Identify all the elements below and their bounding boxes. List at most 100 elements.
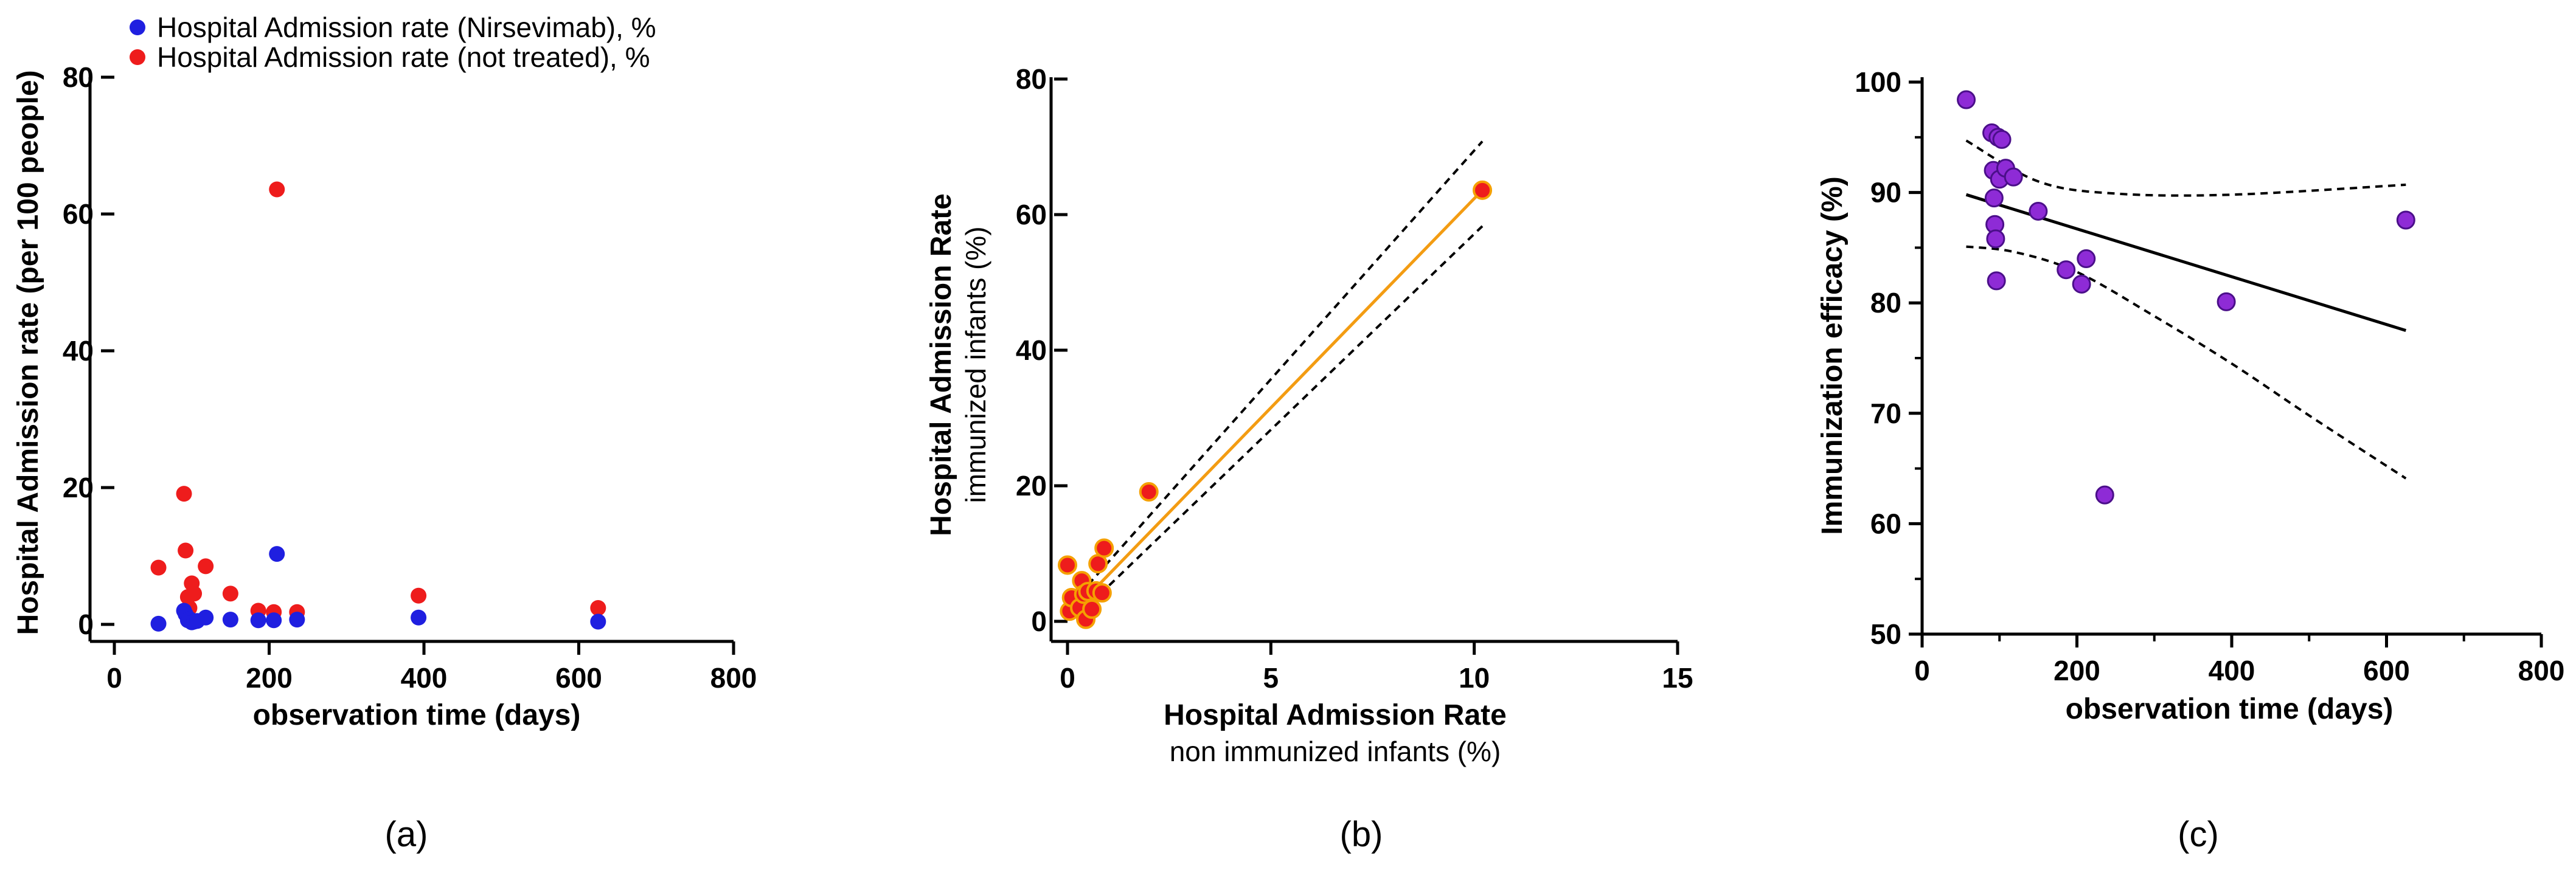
panel-a: Hospital Admission rate (Nirsevimab), % …	[12, 12, 757, 854]
x-tick-label: 400	[2209, 655, 2255, 686]
point-b	[1082, 599, 1102, 619]
point-c	[2095, 485, 2114, 505]
regression-lines-c	[1965, 139, 2407, 480]
y-tick-label: 40	[63, 335, 94, 367]
y-tick-label: 60	[1016, 199, 1047, 230]
ci-upper-c	[1965, 139, 2406, 197]
x-tick-label: 600	[555, 662, 602, 694]
y-tick-label: 0	[78, 609, 94, 640]
x-axis-title-b: Hospital Admission Rate	[1164, 699, 1507, 731]
y-tick-label: 90	[1870, 177, 1901, 209]
x-tick-label: 5	[1263, 662, 1279, 694]
point-c	[2004, 167, 2023, 187]
legend-label-nirsevimab: Hospital Admission rate (Nirsevimab), %	[157, 12, 656, 43]
panel-label-c: (c)	[2178, 815, 2219, 854]
point-not-treated	[176, 486, 192, 502]
point-c	[2396, 210, 2415, 230]
y-axis-title-a: Hospital Admission rate (per 100 people)	[12, 70, 44, 635]
y-ticks-b: 0 20 40 60 80	[1016, 63, 1068, 637]
y-tick-label: 70	[1870, 398, 1901, 429]
x-axis-subtitle-b: non immunized infants (%)	[1170, 736, 1501, 767]
y-tick-label: 60	[63, 198, 94, 230]
point-c	[2072, 274, 2091, 294]
point-not-treated	[590, 600, 606, 616]
x-tick-label: 800	[2518, 655, 2565, 686]
y-axis-subtitle-b: immunized infants (%)	[960, 226, 991, 503]
point-not-treated	[269, 181, 285, 198]
panel-b: 0 5 10 15 0 20 40 60 80 Hospital Admission Rate…	[925, 63, 1693, 854]
point-c	[2077, 249, 2096, 269]
x-tick-label: 800	[710, 662, 757, 694]
axes-c	[1920, 77, 2541, 636]
point-c	[2217, 292, 2236, 311]
point-c	[2057, 260, 2076, 280]
y-tick-label: 50	[1870, 618, 1901, 650]
ci-lower-c	[1966, 245, 2407, 480]
x-tick-label: 10	[1459, 662, 1490, 694]
point-not-treated	[150, 559, 167, 576]
ci-upper-b	[1078, 140, 1484, 595]
y-tick-label: 80	[1016, 63, 1047, 95]
legend-marker-not-treated	[130, 49, 145, 65]
point-nirsevimab	[411, 609, 427, 626]
x-tick-label: 400	[401, 662, 448, 694]
x-ticks-b: 0 5 10 15	[1060, 641, 1693, 694]
x-tick-label: 0	[1914, 655, 1930, 686]
y-tick-label: 20	[63, 472, 94, 503]
point-b	[1473, 180, 1493, 200]
point-b	[1092, 583, 1112, 603]
y-axis-title-b: Hospital Admission Rate	[925, 193, 957, 536]
point-not-treated	[198, 558, 214, 575]
point-not-treated	[178, 542, 194, 559]
y-tick-label: 80	[63, 61, 94, 93]
x-tick-label: 600	[2363, 655, 2410, 686]
point-nirsevimab	[222, 612, 238, 628]
legend-label-not-treated: Hospital Admission rate (not treated), %	[157, 41, 650, 73]
data-points-b	[1058, 180, 1493, 629]
point-nirsevimab	[289, 612, 305, 628]
point-b	[1094, 538, 1114, 558]
y-tick-label: 0	[1031, 606, 1047, 637]
x-tick-label: 15	[1662, 662, 1693, 694]
point-nirsevimab	[266, 612, 282, 629]
x-tick-label: 200	[246, 662, 293, 694]
y-ticks-c: 50 60 70 80 90 100	[1855, 66, 1922, 650]
x-tick-label: 0	[106, 662, 122, 694]
y-tick-label: 80	[1870, 287, 1901, 319]
y-tick-label: 60	[1870, 508, 1901, 539]
point-not-treated	[411, 587, 427, 604]
regression-lines-b	[1078, 140, 1484, 606]
panel-label-b: (b)	[1340, 815, 1383, 854]
axes-a	[88, 77, 734, 643]
point-nirsevimab	[198, 609, 214, 626]
ci-lower-b	[1099, 225, 1484, 595]
point-nirsevimab	[150, 615, 167, 632]
point-c	[1957, 90, 1976, 109]
point-b	[1139, 482, 1159, 502]
point-c	[2029, 201, 2048, 221]
legend-marker-nirsevimab	[130, 19, 145, 35]
point-not-treated	[222, 585, 238, 602]
y-ticks-a: 0 20 40 60 80	[63, 61, 114, 640]
x-ticks-a: 0 200 400 600 800	[106, 641, 757, 694]
y-tick-label: 20	[1016, 470, 1047, 502]
x-ticks-c: 0 200 400 600 800	[1914, 634, 2564, 686]
point-not-treated	[186, 585, 203, 602]
y-tick-label: 40	[1016, 334, 1047, 366]
point-c	[1984, 188, 2004, 208]
panel-label-a: (a)	[385, 815, 428, 854]
x-tick-label: 0	[1060, 662, 1075, 694]
point-b	[1058, 555, 1077, 575]
data-points-c	[1957, 90, 2415, 505]
axes-b	[1049, 77, 1678, 643]
panel-c: 0 200 400 600 800 50 60 70 80 90 100 observation …	[1816, 66, 2564, 854]
point-c	[1986, 229, 2005, 249]
x-axis-title-c: observation time (days)	[2066, 693, 2394, 725]
point-c	[1992, 129, 2012, 149]
point-nirsevimab	[250, 612, 266, 629]
data-points-a	[150, 181, 606, 632]
y-axis-title-c: Immunization efficacy (%)	[1816, 176, 1849, 534]
fit-line-b	[1078, 189, 1484, 606]
y-tick-label: 100	[1855, 66, 1901, 98]
